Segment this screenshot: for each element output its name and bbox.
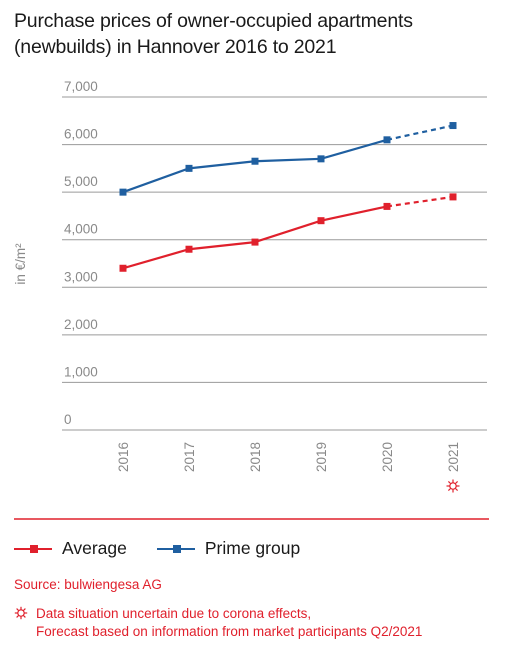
series-forecast-line-average bbox=[386, 195, 454, 208]
y-tick-label: 6,000 bbox=[64, 127, 98, 142]
x-tick-label: 2017 bbox=[182, 442, 197, 472]
x-tick-label: 2019 bbox=[314, 442, 329, 472]
x-tick-label: 2016 bbox=[116, 442, 131, 472]
legend-swatch-average bbox=[14, 541, 52, 557]
virus-icon bbox=[446, 479, 460, 493]
legend-item-average: Average bbox=[14, 538, 127, 559]
x-tick-label: 2018 bbox=[248, 442, 263, 472]
data-point-prime bbox=[185, 164, 193, 172]
legend-label-average: Average bbox=[62, 538, 127, 558]
data-point-prime bbox=[119, 188, 127, 196]
legend-swatch-prime bbox=[156, 541, 195, 557]
series-line-prime bbox=[122, 138, 388, 194]
series-line-average bbox=[122, 205, 388, 270]
source-note: Source: bulwiengesa AG bbox=[14, 577, 162, 592]
data-point-average bbox=[383, 202, 391, 210]
data-point-average bbox=[449, 193, 457, 201]
y-tick-label: 4,000 bbox=[64, 222, 98, 237]
legend: Average Prime group bbox=[14, 538, 330, 559]
y-axis-label: in €/m² bbox=[13, 243, 28, 285]
y-tick-label: 3,000 bbox=[64, 269, 98, 284]
data-point-average bbox=[251, 238, 259, 246]
data-point-prime bbox=[449, 122, 457, 130]
data-point-prime bbox=[383, 136, 391, 144]
series-forecast-line-prime bbox=[386, 124, 454, 141]
y-tick-label: 0 bbox=[64, 412, 72, 427]
note-line-1: Data situation uncertain due to corona e… bbox=[36, 606, 312, 621]
note-line-2: Forecast based on information from marke… bbox=[36, 624, 423, 639]
data-point-prime bbox=[317, 155, 325, 163]
data-point-average bbox=[185, 245, 193, 253]
virus-icon bbox=[14, 606, 28, 620]
y-tick-label: 7,000 bbox=[64, 79, 98, 94]
y-tick-label: 5,000 bbox=[64, 174, 98, 189]
x-tick-label: 2020 bbox=[380, 442, 395, 472]
data-point-average bbox=[317, 217, 325, 225]
corona-note: Data situation uncertain due to corona e… bbox=[14, 605, 422, 641]
y-tick-label: 2,000 bbox=[64, 317, 98, 332]
chart-title: Purchase prices of owner-occupied apartm… bbox=[14, 10, 413, 58]
y-tick-label: 1,000 bbox=[64, 364, 98, 379]
line-chart: 0 1,000 2,000 3,000 4,000 5,000 6,000 7,000 in €… bbox=[13, 79, 489, 520]
x-tick-label: 2021 bbox=[446, 442, 461, 472]
legend-label-prime: Prime group bbox=[204, 538, 301, 558]
data-point-prime bbox=[251, 157, 259, 165]
legend-item-prime: Prime group bbox=[156, 538, 301, 559]
data-point-average bbox=[119, 264, 127, 272]
